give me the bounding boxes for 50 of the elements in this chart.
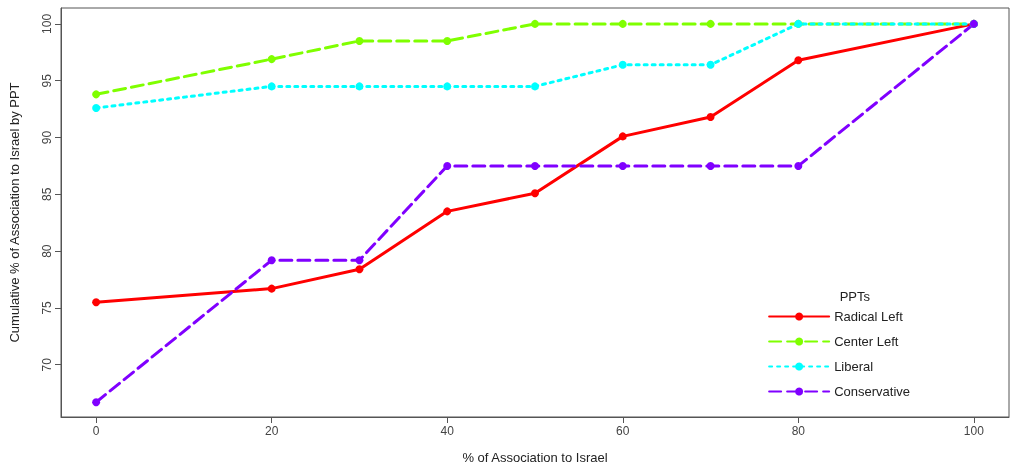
x-tick-label: 100 (963, 424, 985, 438)
y-tick-label: 95 (40, 73, 54, 88)
point (267, 284, 276, 293)
y-tick-label: 70 (40, 357, 54, 372)
legend-label: Center Left (834, 334, 899, 349)
point (355, 256, 364, 265)
x-tick-label: 0 (92, 424, 100, 438)
point (531, 161, 539, 170)
point (618, 161, 627, 170)
point (355, 36, 364, 45)
point (355, 82, 364, 91)
legend-label: Radical Left (834, 309, 904, 324)
point (531, 189, 539, 198)
point (706, 113, 715, 122)
point (443, 36, 452, 45)
point (706, 19, 715, 28)
point (706, 60, 715, 69)
point (706, 161, 715, 170)
point (267, 256, 276, 265)
y-tick-label: 90 (40, 130, 54, 145)
point (618, 60, 627, 69)
y-axis-title: Cumulative % of Association to Israel by PPT (7, 82, 22, 343)
x-tick-label: 60 (616, 424, 630, 438)
x-tick-label: 20 (264, 424, 279, 438)
point (92, 298, 101, 307)
point (531, 19, 539, 28)
point (794, 161, 803, 170)
point (443, 161, 452, 170)
legend-label: Liberal (834, 359, 874, 374)
y-tick-label: 85 (40, 187, 54, 201)
point (267, 55, 276, 64)
y-tick-label: 75 (40, 300, 54, 315)
point (443, 207, 452, 216)
point (794, 56, 803, 65)
x-tick-label: 80 (791, 424, 806, 438)
y-tick-label: 80 (40, 244, 54, 258)
point (443, 82, 452, 91)
point (355, 265, 364, 274)
y-tick-label: 100 (40, 13, 54, 34)
point (531, 82, 539, 91)
point (618, 132, 627, 141)
x-tick-label: 40 (440, 424, 455, 438)
point (618, 19, 627, 28)
legend-title: PPTs (839, 289, 871, 304)
legend-label: Conservative (834, 384, 911, 399)
point (92, 398, 101, 407)
x-axis-title: % of Association to Israel (462, 450, 608, 465)
point (267, 82, 276, 91)
point (92, 90, 101, 99)
point (92, 103, 101, 112)
